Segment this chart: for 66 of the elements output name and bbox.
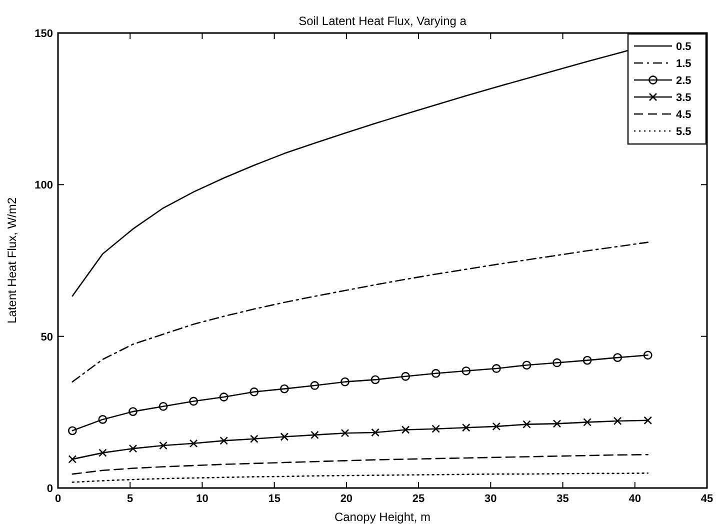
point [552,420,562,428]
point [128,444,138,453]
point [189,396,198,406]
point [159,441,168,450]
point [68,455,77,464]
legend-label: 3.5 [676,92,692,104]
legend-label: 4.5 [676,109,692,121]
point [583,418,592,426]
point [522,360,532,370]
x-tick-label: 10 [196,493,208,505]
line-series [72,472,649,483]
point [250,434,258,444]
point [431,368,440,378]
point [280,384,289,394]
legend-label: 1.5 [676,58,692,70]
x-tick-label: 45 [700,493,714,505]
legend-label: 0.5 [676,41,692,53]
point [189,439,198,448]
chart-title: Soil Latent Heat Flux, Varying a [298,14,467,28]
point [582,356,592,365]
point [340,377,350,386]
point [310,381,320,390]
y-axis-title: Latent Heat Flux, W/m2 [5,197,19,324]
x-tick-label: 5 [127,493,134,505]
x-tick-label: 20 [340,493,353,505]
point [462,366,471,376]
point [158,402,168,411]
point [68,426,77,436]
point [220,436,228,445]
point [401,372,410,381]
point [340,428,350,438]
point [128,407,138,416]
x-tick-label: 25 [412,493,425,505]
y-tick-label: 0 [46,483,53,495]
point [492,422,501,431]
point [643,350,652,360]
y-tick-label: 100 [34,180,53,192]
point [522,420,531,428]
x-tick-label: 35 [556,493,569,505]
point [371,428,380,437]
point [98,448,107,457]
point [552,358,562,368]
x-tick-label: 0 [54,493,62,505]
point [644,416,652,425]
y-tick-label: 50 [40,331,53,344]
x-axis-title: Canopy Height, m [334,510,431,524]
line-series [72,454,649,475]
x-tick-label: 30 [484,493,497,505]
point [219,392,228,402]
point [613,416,622,426]
point [310,430,319,440]
point [432,424,440,433]
point [370,375,380,384]
x-tick-label: 15 [268,493,280,505]
x-tick-label: 40 [628,493,642,505]
point [280,432,289,441]
point [401,426,410,434]
point [98,414,108,424]
line-series [72,242,649,382]
point [250,387,259,396]
point [462,423,470,432]
y-tick-label: 150 [34,28,53,40]
legend-label: 2.5 [676,75,692,87]
legend-label: 5.5 [676,126,692,138]
point [613,353,622,362]
point [492,364,501,373]
